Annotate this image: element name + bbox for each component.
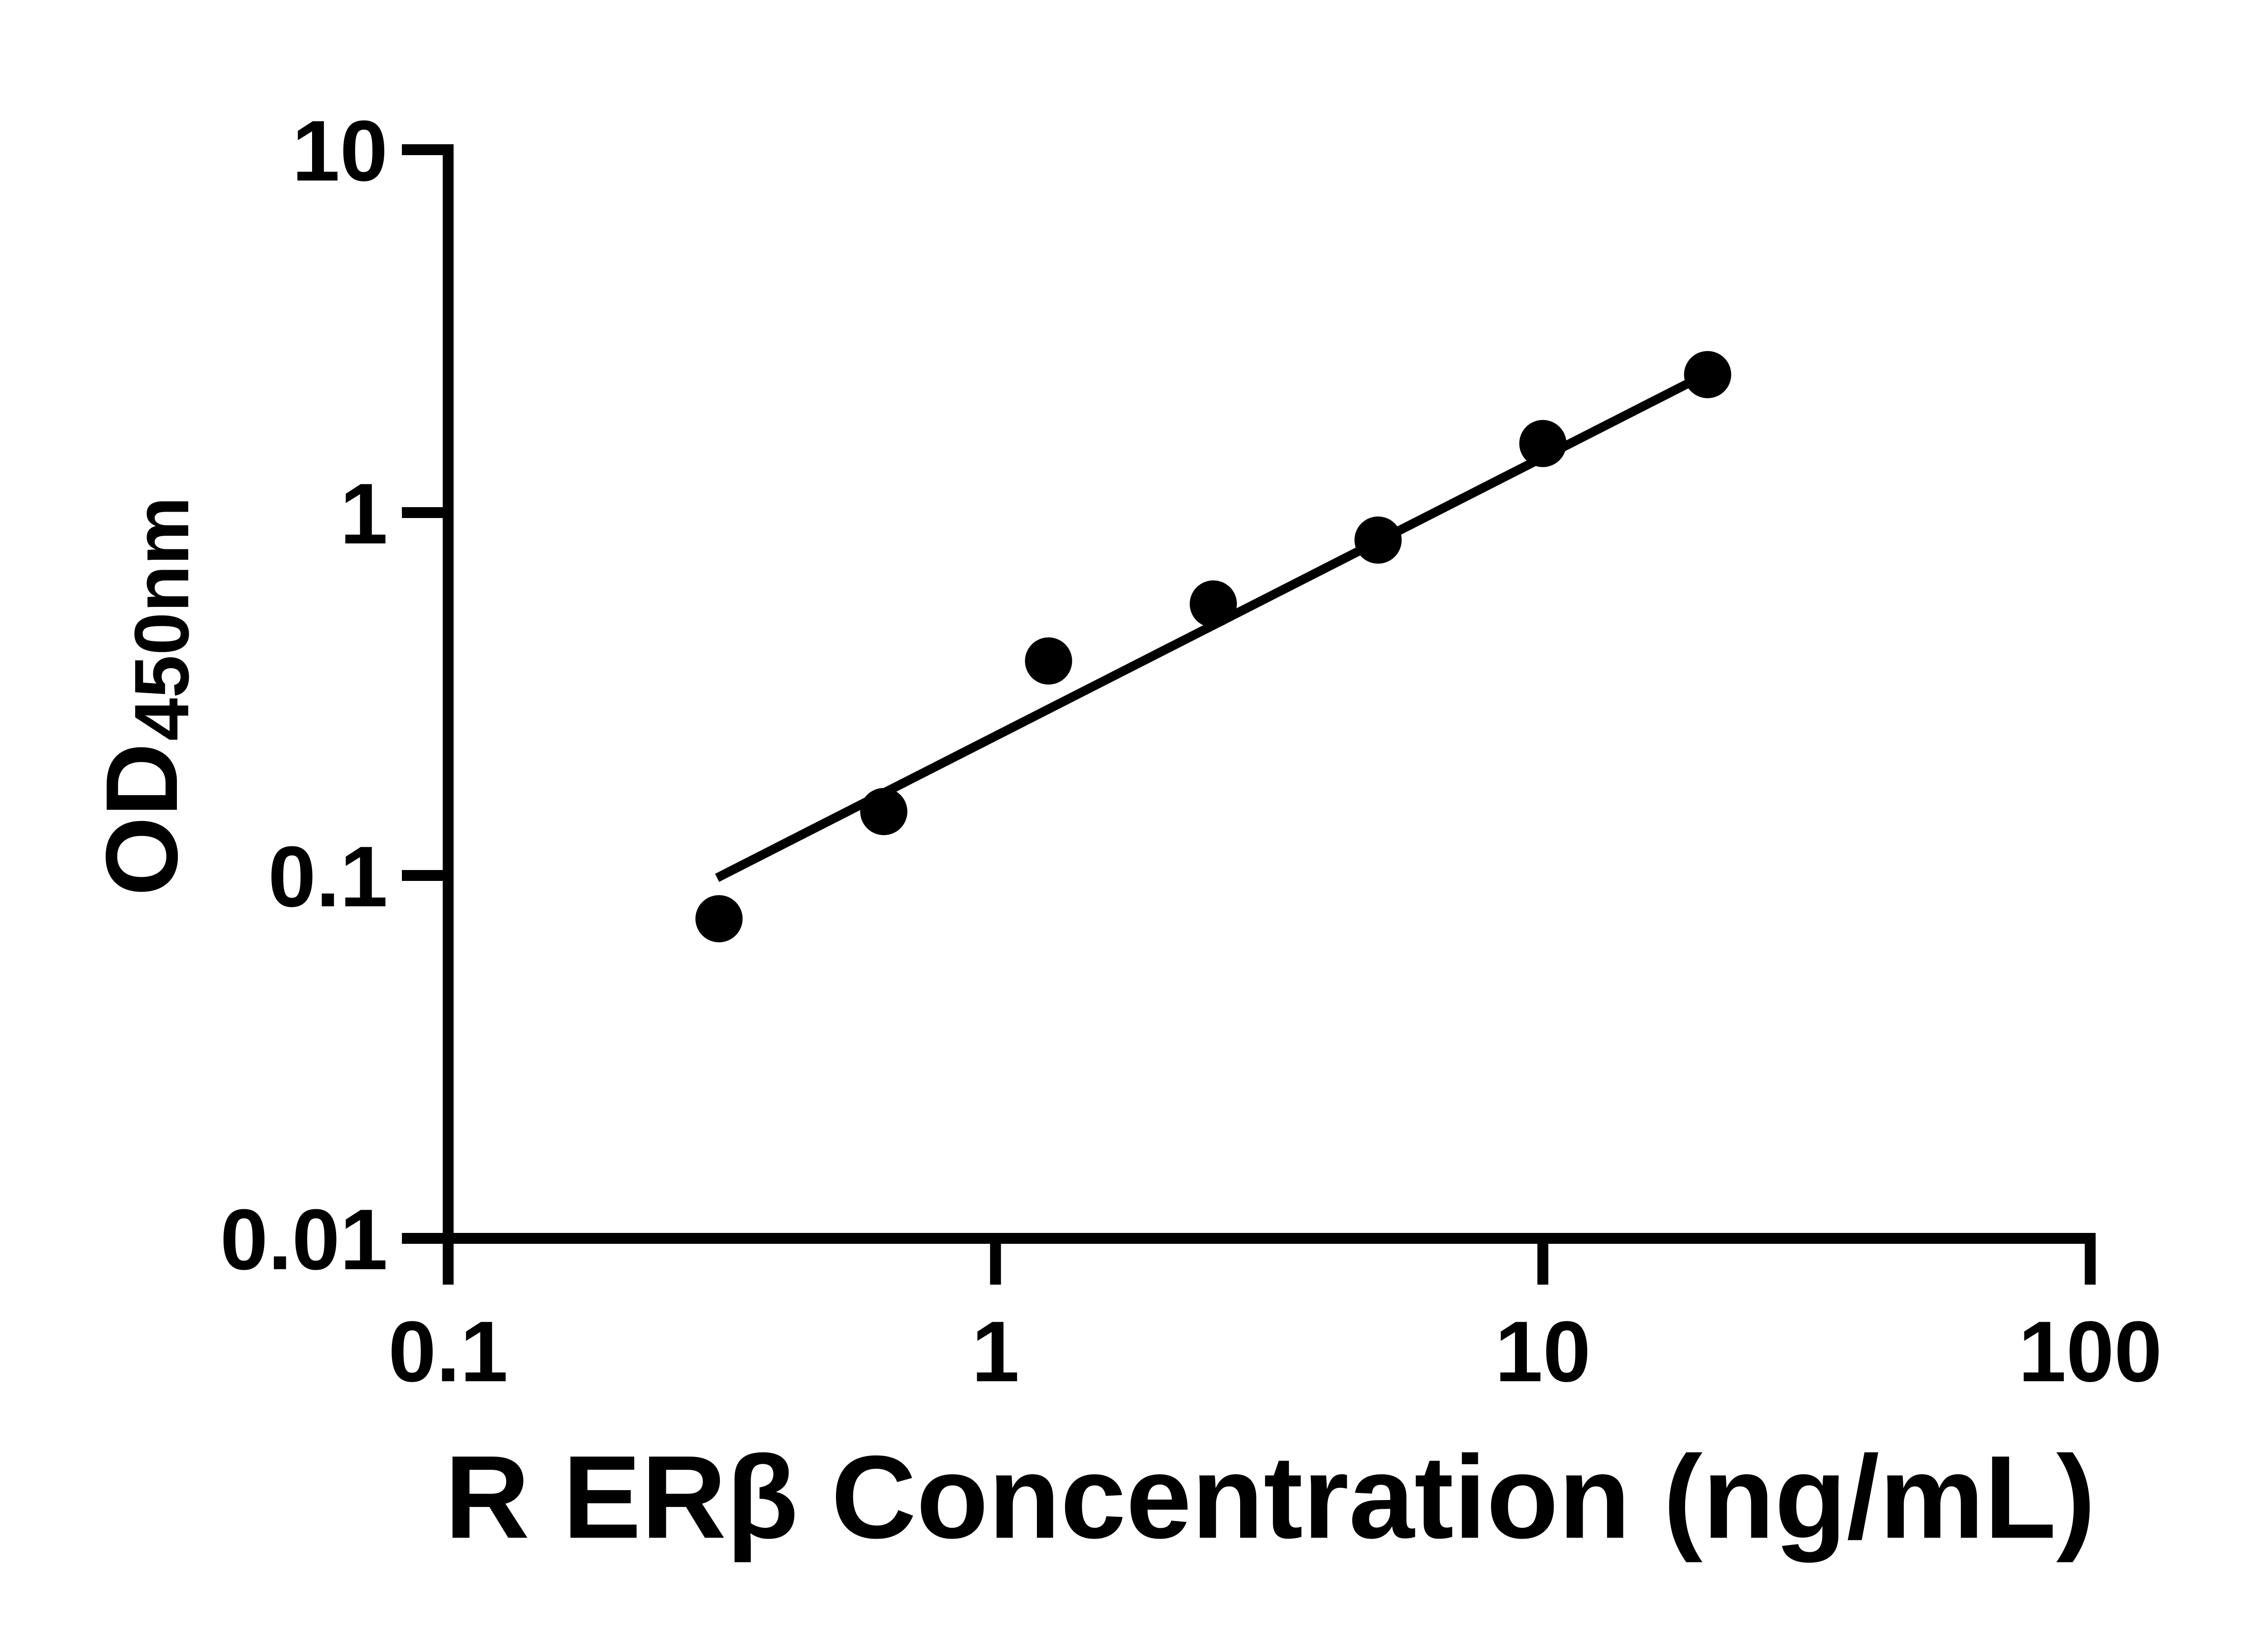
data-point	[1354, 516, 1402, 564]
y-ticks	[402, 144, 448, 1244]
y-tick-labels: 0.01 0.1 1 10	[220, 103, 388, 1288]
data-point	[1684, 351, 1731, 398]
y-tick-label: 1	[340, 466, 388, 562]
data-points	[695, 351, 1731, 943]
y-axis-title-sub: 450nm	[119, 497, 205, 741]
x-tick-label: 10	[1495, 1304, 1591, 1400]
x-tick-labels: 0.1 1 10 100	[388, 1304, 2162, 1400]
data-point	[695, 895, 743, 943]
data-point	[860, 788, 908, 836]
x-tick-label: 1	[972, 1304, 1020, 1400]
x-tick-label: 0.1	[388, 1304, 508, 1400]
data-point	[1519, 420, 1567, 467]
y-tick-label: 0.01	[220, 1192, 388, 1288]
x-ticks	[443, 1238, 2096, 1285]
y-tick-label: 0.1	[268, 829, 388, 925]
y-axis-title: OD 450nm	[84, 497, 205, 896]
x-tick-label: 100	[2019, 1304, 2162, 1400]
data-point	[1189, 580, 1237, 628]
x-axis-title: R ERβ Concentration (ng/mL)	[445, 1432, 2096, 1564]
axis-lines	[443, 144, 2096, 1244]
y-tick-label: 10	[292, 103, 388, 199]
y-axis-title-main: OD	[84, 743, 199, 896]
data-point	[1025, 637, 1072, 685]
